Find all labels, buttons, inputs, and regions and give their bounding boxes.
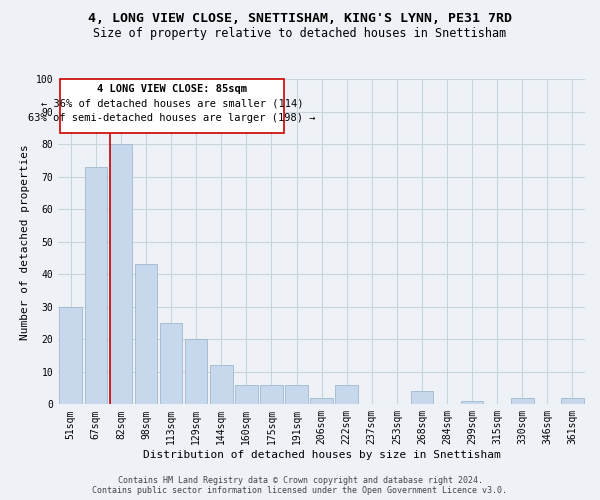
Bar <box>310 398 333 404</box>
Text: ← 36% of detached houses are smaller (114): ← 36% of detached houses are smaller (11… <box>41 98 304 108</box>
Bar <box>285 385 308 404</box>
Bar <box>410 392 433 404</box>
Bar <box>335 385 358 404</box>
Bar <box>210 366 233 405</box>
Text: 63% of semi-detached houses are larger (198) →: 63% of semi-detached houses are larger (… <box>28 113 316 123</box>
Text: 4, LONG VIEW CLOSE, SNETTISHAM, KING'S LYNN, PE31 7RD: 4, LONG VIEW CLOSE, SNETTISHAM, KING'S L… <box>88 12 512 26</box>
X-axis label: Distribution of detached houses by size in Snettisham: Distribution of detached houses by size … <box>143 450 500 460</box>
Bar <box>185 340 208 404</box>
Bar <box>561 398 584 404</box>
Text: Size of property relative to detached houses in Snettisham: Size of property relative to detached ho… <box>94 28 506 40</box>
Text: 4 LONG VIEW CLOSE: 85sqm: 4 LONG VIEW CLOSE: 85sqm <box>97 84 247 94</box>
Bar <box>461 401 484 404</box>
Bar <box>135 264 157 404</box>
Bar <box>85 167 107 404</box>
Bar <box>260 385 283 404</box>
Text: Contains public sector information licensed under the Open Government Licence v3: Contains public sector information licen… <box>92 486 508 495</box>
Bar <box>160 323 182 404</box>
Bar <box>511 398 533 404</box>
Bar <box>110 144 132 405</box>
FancyBboxPatch shape <box>60 79 284 132</box>
Bar <box>59 306 82 404</box>
Text: Contains HM Land Registry data © Crown copyright and database right 2024.: Contains HM Land Registry data © Crown c… <box>118 476 482 485</box>
Y-axis label: Number of detached properties: Number of detached properties <box>20 144 30 340</box>
Bar <box>235 385 257 404</box>
